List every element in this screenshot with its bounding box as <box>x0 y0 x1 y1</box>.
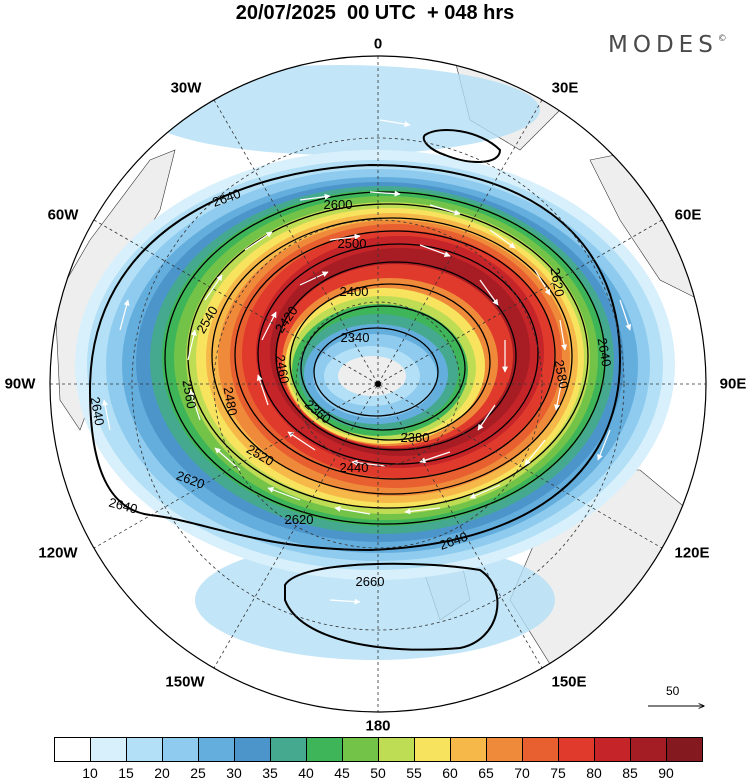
wind-vectors <box>102 119 632 605</box>
lon-label-60w: 60W <box>47 206 79 224</box>
colorbar-tick-label: 15 <box>118 765 134 781</box>
colorbar-swatch <box>522 737 559 762</box>
contour-label: 2340 <box>341 330 370 345</box>
colorbar-swatch <box>594 737 631 762</box>
colorbar-swatch <box>198 737 235 762</box>
colorbar-tick-label: 30 <box>226 765 242 781</box>
lon-label-30e: 30E <box>551 79 579 97</box>
vector-reference-value: 50 <box>666 684 680 698</box>
colorbar-tick-label: 90 <box>658 765 674 781</box>
colorbar-tick-label: 10 <box>82 765 98 781</box>
contour-label: 2640 <box>107 495 139 517</box>
south-pole-marker <box>375 381 381 387</box>
contour-label: 2460 <box>273 354 293 385</box>
colorbar-swatch <box>486 737 523 762</box>
wind-speed-shading <box>75 65 675 660</box>
lon-label-120e: 120E <box>674 544 710 562</box>
colorbar-swatch <box>630 737 667 762</box>
colorbar-swatch <box>162 737 199 762</box>
colorbar-tick-label: 40 <box>298 765 314 781</box>
lon-label-60e: 60E <box>674 206 702 224</box>
contour-label: 2500 <box>338 236 367 251</box>
contour-label: 2560 <box>180 379 200 410</box>
colorbar-tick-label: 50 <box>370 765 386 781</box>
lon-label-90e: 90E <box>719 375 747 393</box>
contour-label: 2620 <box>548 267 568 298</box>
contour-label: 2440 <box>340 460 369 475</box>
height-contours <box>88 129 622 651</box>
colorbar-swatch <box>234 737 271 762</box>
contour-label: 2640 <box>88 396 108 427</box>
colorbar-swatch <box>306 737 343 762</box>
copyright-mark: © <box>717 34 727 44</box>
map-boundary <box>49 55 707 713</box>
lon-label-120w: 120W <box>38 544 78 562</box>
contour-label: 2480 <box>221 386 241 417</box>
colorbar-swatch <box>126 737 163 762</box>
colorbar <box>54 737 703 762</box>
contour-label: 2580 <box>552 359 572 390</box>
colorbar-tick-label: 45 <box>334 765 350 781</box>
lon-label-150e: 150E <box>551 673 587 691</box>
colorbar-swatch <box>450 737 487 762</box>
lon-label-0: 0 <box>373 35 383 53</box>
vector-reference: 50 <box>646 684 706 714</box>
contour-label: 2660 <box>356 574 385 589</box>
colorbar-tick-label: 35 <box>262 765 278 781</box>
colorbar-tick-label: 55 <box>406 765 422 781</box>
page-title: 20/07/2025 00 UTC + 048 hrs <box>235 2 515 24</box>
colorbar-swatch <box>558 737 595 762</box>
lon-label-30w: 30W <box>170 79 202 97</box>
brand-logo: MODES© <box>608 32 727 58</box>
colorbar-swatch <box>342 737 379 762</box>
lon-label-90w: 90W <box>4 375 36 393</box>
colorbar-tick-label: 75 <box>550 765 566 781</box>
colorbar-tick-label: 80 <box>586 765 602 781</box>
colorbar-tick-label: 65 <box>478 765 494 781</box>
colorbar-tick-label: 70 <box>514 765 530 781</box>
contour-label: 2380 <box>401 430 430 445</box>
brand-name: MODES <box>608 32 718 58</box>
colorbar-swatch <box>378 737 415 762</box>
colorbar-tick-label: 20 <box>154 765 170 781</box>
colorbar-swatch <box>54 737 91 762</box>
colorbar-tick-label: 25 <box>190 765 206 781</box>
contour-label: 2600 <box>324 197 353 212</box>
contour-label: 2640 <box>595 337 615 368</box>
colorbar-swatch <box>90 737 127 762</box>
colorbar-swatch <box>270 737 307 762</box>
colorbar-swatch <box>414 737 451 762</box>
lon-label-150w: 150W <box>165 673 205 691</box>
colorbar-tick-label: 85 <box>622 765 638 781</box>
lon-label-180: 180 <box>365 717 391 735</box>
graticule <box>50 56 706 712</box>
contour-label: 2400 <box>340 284 369 299</box>
arrow-right-icon <box>648 684 706 714</box>
contour-label: 2620 <box>285 512 314 527</box>
colorbar-swatch <box>666 737 703 762</box>
colorbar-tick-label: 60 <box>442 765 458 781</box>
